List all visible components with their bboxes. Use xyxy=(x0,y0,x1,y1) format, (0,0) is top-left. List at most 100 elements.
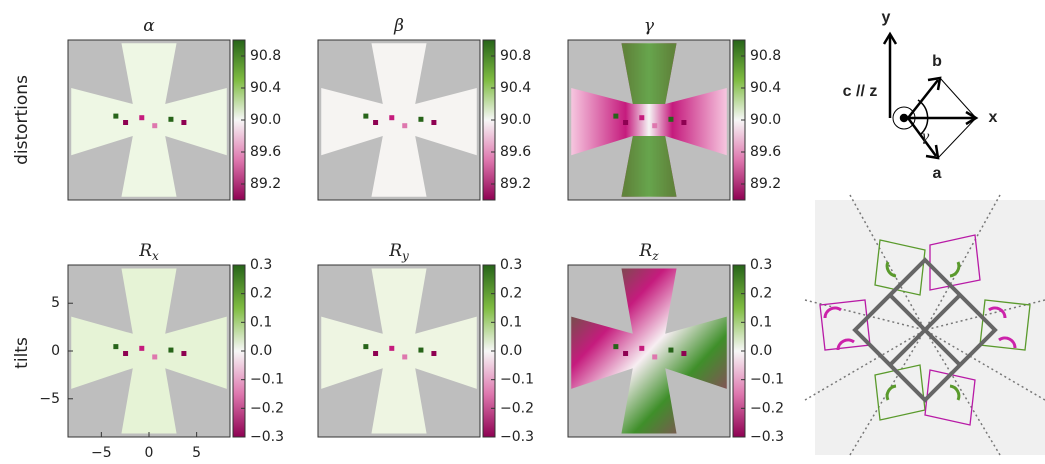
panel-title: β xyxy=(393,16,404,36)
heatmap-speck xyxy=(418,116,424,122)
heatmap-speck xyxy=(639,345,645,351)
heatmap-speck xyxy=(402,123,408,129)
octahedra-sketch xyxy=(804,194,1045,456)
colorbar-tick-label: −0.1 xyxy=(250,372,284,388)
heatmap-speck xyxy=(668,347,674,353)
heatmap-field xyxy=(621,136,677,197)
heatmap-speck xyxy=(363,344,369,350)
row-label: tilts xyxy=(12,337,32,369)
heatmap-speck xyxy=(639,115,645,121)
panel-title-text: γ xyxy=(644,16,655,36)
heatmap-speck xyxy=(681,351,687,356)
angle-label: γ xyxy=(921,129,930,145)
heatmap-speck xyxy=(389,345,395,351)
heatmap-speck xyxy=(668,116,674,122)
panel-title: Rx xyxy=(138,241,159,263)
x-tick-label: 5 xyxy=(192,445,201,461)
x-tick-label: 0 xyxy=(145,445,154,461)
panel-title: α xyxy=(143,16,155,36)
heatmap-speck xyxy=(623,351,629,356)
heatmap-speck xyxy=(113,113,119,119)
colorbar-tick-label: 0.3 xyxy=(750,257,772,273)
y-tick-label: 0 xyxy=(51,343,60,359)
heatmap-speck xyxy=(123,120,129,125)
heatmap-speck xyxy=(681,120,687,125)
colorbar-tick-label: 0.0 xyxy=(250,343,272,359)
lattice-sketch xyxy=(882,31,979,160)
colorbar-tick-label: 0.1 xyxy=(500,314,522,330)
panel-title: Rz xyxy=(638,241,659,263)
colorbar-tick-label: 0.1 xyxy=(750,314,772,330)
heatmap-speck xyxy=(623,120,629,125)
colorbar-tick-label: 0.1 xyxy=(250,314,272,330)
panel-title-text: β xyxy=(393,16,404,36)
heatmap-speck xyxy=(431,351,437,356)
heatmap-field xyxy=(571,43,727,197)
heatmap-speck xyxy=(363,113,369,119)
colorbar-tick-label: 89.6 xyxy=(250,144,281,160)
panel-title: γ xyxy=(644,16,655,36)
heatmap-speck xyxy=(418,347,424,353)
heatmap-speck xyxy=(152,354,158,360)
colorbar-tick-label: −0.2 xyxy=(500,400,534,416)
heatmap-speck xyxy=(113,344,119,350)
colorbar-tick-label: 90.4 xyxy=(750,80,781,96)
axis-label: y xyxy=(882,9,891,26)
panel-title-subscript: z xyxy=(651,249,659,263)
colorbar-tick-label: 90.0 xyxy=(750,112,781,128)
heatmap-speck xyxy=(373,120,379,125)
heatmap-speck xyxy=(613,344,619,350)
colorbar-tick-label: 90.4 xyxy=(250,80,281,96)
colorbar-tick-label: 89.2 xyxy=(500,176,531,192)
heatmap-field xyxy=(321,268,477,434)
heatmap-speck xyxy=(168,116,174,122)
colorbar-tick-label: 89.6 xyxy=(750,144,781,160)
heatmap-speck xyxy=(139,345,145,351)
colorbar-tick-label: −0.2 xyxy=(250,400,284,416)
heatmap-speck xyxy=(139,115,145,121)
panel-title-text: R xyxy=(138,241,152,261)
heatmap-field xyxy=(71,268,227,434)
panel-title-subscript: y xyxy=(401,249,409,263)
heatmap-speck xyxy=(652,354,658,360)
axis-label: x xyxy=(989,109,998,126)
colorbar-tick-label: 0.2 xyxy=(750,286,772,302)
colorbar-tick-label: 89.6 xyxy=(500,144,531,160)
heatmap-speck xyxy=(168,347,174,353)
colorbar-tick-label: 0.0 xyxy=(750,343,772,359)
colorbar-tick-label: 90.0 xyxy=(500,112,531,128)
colorbar-tick-label: 90.8 xyxy=(500,48,531,64)
colorbar-tick-label: −0.3 xyxy=(750,429,784,445)
heatmap-speck xyxy=(652,123,658,129)
heatmap-speck xyxy=(389,115,395,121)
heatmap-speck xyxy=(181,351,187,356)
axis-label: a xyxy=(933,165,942,182)
colorbar-tick-label: 90.0 xyxy=(250,112,281,128)
colorbar-tick-label: 0.0 xyxy=(500,343,522,359)
colorbar-tick-label: −0.1 xyxy=(500,372,534,388)
axis-label: c // z xyxy=(843,83,878,100)
colorbar-tick-label: −0.3 xyxy=(250,429,284,445)
colorbar-tick-label: −0.3 xyxy=(500,429,534,445)
colorbar-tick-label: 90.4 xyxy=(500,80,531,96)
panel-title: Ry xyxy=(388,241,409,263)
axis-label: b xyxy=(932,53,942,70)
colorbar-tick-label: 90.8 xyxy=(750,48,781,64)
panel-title-text: R xyxy=(638,241,652,261)
colorbar-tick-label: 89.2 xyxy=(750,176,781,192)
colorbar-tick-label: 0.2 xyxy=(250,286,272,302)
colorbar-tick-label: 89.2 xyxy=(250,176,281,192)
y-tick-label: 5 xyxy=(51,295,60,311)
heatmap-speck xyxy=(402,354,408,360)
colorbar-tick-label: −0.2 xyxy=(750,400,784,416)
heatmap-speck xyxy=(431,120,437,125)
x-tick-label: −5 xyxy=(91,445,112,461)
heatmap-field xyxy=(321,43,477,197)
colorbar-tick-label: −0.1 xyxy=(750,372,784,388)
panel-title-text: R xyxy=(388,241,402,261)
heatmap-field xyxy=(71,43,227,197)
heatmap-speck xyxy=(152,123,158,129)
colorbar-tick-label: 0.3 xyxy=(500,257,522,273)
heatmap-field xyxy=(571,268,727,434)
